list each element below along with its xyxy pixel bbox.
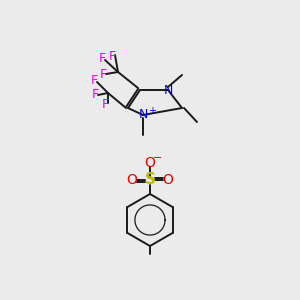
Text: F: F [108, 50, 116, 64]
Text: +: + [148, 106, 156, 116]
Text: −: − [153, 153, 163, 163]
Text: F: F [99, 68, 106, 80]
Text: O: O [127, 173, 137, 187]
Text: F: F [101, 98, 109, 112]
Text: O: O [145, 156, 155, 170]
Text: S: S [145, 172, 155, 188]
Text: F: F [92, 88, 99, 101]
Text: F: F [98, 52, 106, 64]
Text: O: O [163, 173, 173, 187]
Text: N: N [138, 109, 148, 122]
Text: F: F [90, 74, 98, 86]
Text: N: N [163, 83, 173, 97]
